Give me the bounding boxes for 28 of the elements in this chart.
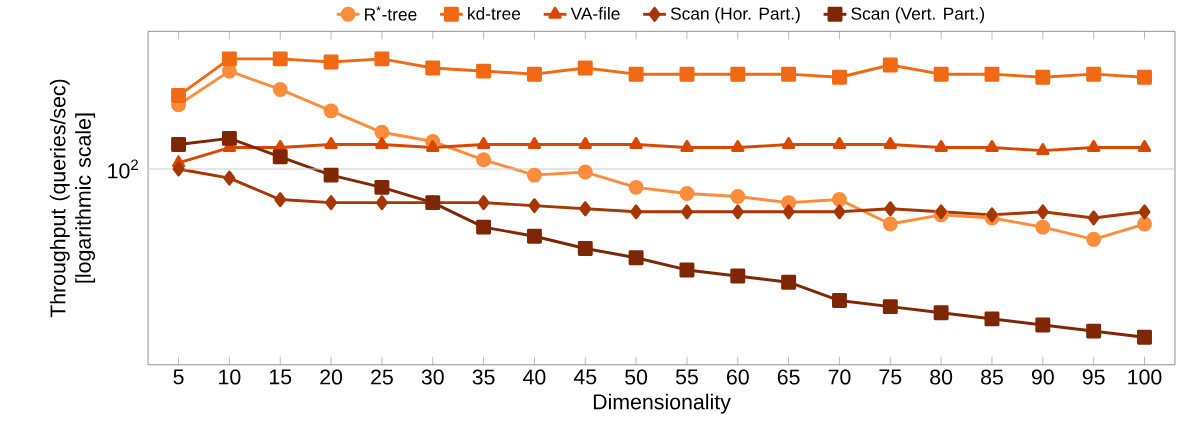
x-tick-label: 90 [1031, 369, 1054, 385]
x-tick-label: 20 [320, 369, 343, 385]
y-axis-title: Throughput (queries/sec) [logarithmic scale] [49, 79, 96, 318]
legend-label: Scan (Hor. Part.) [670, 7, 800, 24]
x-tick-label: 80 [930, 369, 953, 385]
x-tick-label: 30 [421, 369, 444, 385]
x-tick-label: 60 [727, 369, 749, 385]
x-tick-label: 75 [879, 369, 902, 385]
legend-label: kd-tree [468, 7, 521, 20]
x-tick-label: 35 [472, 369, 495, 385]
x-tick-label: 100 [1128, 369, 1162, 385]
x-tick-label: 10 [219, 369, 241, 385]
x-tick-label: 15 [270, 369, 292, 385]
legend-label: R$^{*}$-tree [365, 6, 417, 21]
x-axis-title: Dimensionality [593, 393, 731, 414]
x-tick-label: 25 [371, 369, 393, 385]
x-tick-label: 50 [625, 369, 648, 385]
x-tick-label: 5 [173, 369, 184, 385]
x-tick-label: 65 [777, 369, 800, 385]
x-tick-label: 55 [675, 369, 698, 385]
x-tick-label: 95 [1082, 369, 1105, 385]
x-tick-label: 40 [523, 369, 546, 385]
x-tick-label: 85 [981, 369, 1003, 385]
legend-label: VA-file [570, 7, 620, 20]
legend-label: Scan (Vert. Part.) [851, 7, 985, 24]
text: 10$^{2}$ [108, 159, 138, 179]
x-tick-label: 45 [573, 369, 597, 385]
x-tick-label: 70 [828, 369, 851, 385]
